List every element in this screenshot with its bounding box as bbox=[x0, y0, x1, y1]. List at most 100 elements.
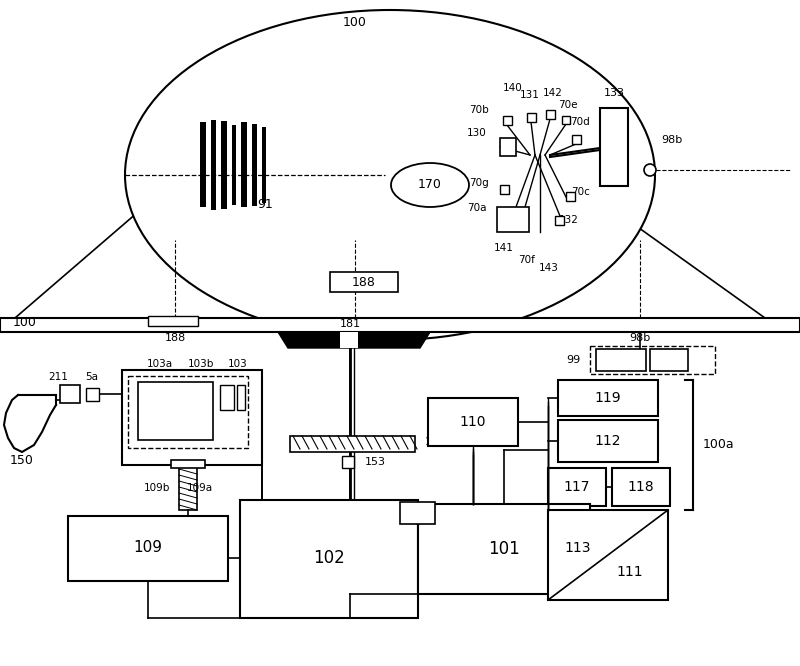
Text: 111: 111 bbox=[617, 565, 643, 579]
Bar bbox=[500, 138, 516, 156]
Text: 118: 118 bbox=[628, 480, 654, 494]
Text: 98b: 98b bbox=[662, 135, 682, 145]
Text: 188: 188 bbox=[352, 276, 376, 288]
Text: 112: 112 bbox=[594, 434, 622, 448]
Bar bbox=[428, 398, 518, 446]
Ellipse shape bbox=[391, 163, 469, 207]
Text: 119: 119 bbox=[594, 391, 622, 405]
Text: 152: 152 bbox=[425, 437, 446, 447]
Text: 70g: 70g bbox=[470, 178, 489, 188]
Text: 99: 99 bbox=[566, 355, 580, 365]
Bar bbox=[220, 385, 234, 410]
Bar bbox=[60, 385, 80, 403]
Text: 113: 113 bbox=[565, 541, 591, 555]
Bar bbox=[148, 316, 198, 326]
Text: 70b: 70b bbox=[470, 105, 489, 115]
Text: 109: 109 bbox=[134, 541, 162, 555]
Bar bbox=[503, 116, 512, 125]
Text: 5a: 5a bbox=[86, 372, 98, 382]
Text: 91: 91 bbox=[257, 198, 273, 212]
Text: 117: 117 bbox=[564, 480, 590, 494]
Circle shape bbox=[644, 164, 656, 176]
Text: 181: 181 bbox=[339, 319, 361, 329]
Text: 140: 140 bbox=[503, 83, 523, 93]
Bar bbox=[330, 272, 398, 292]
Bar bbox=[650, 349, 688, 371]
Bar bbox=[418, 504, 590, 594]
Bar bbox=[590, 346, 715, 374]
Text: 100: 100 bbox=[343, 15, 367, 29]
Bar bbox=[558, 420, 658, 462]
Text: 98b: 98b bbox=[630, 333, 650, 343]
Text: 133: 133 bbox=[603, 88, 625, 98]
Bar bbox=[232, 125, 236, 205]
Bar bbox=[252, 124, 257, 206]
Text: 46: 46 bbox=[662, 355, 676, 365]
Text: 109b: 109b bbox=[144, 483, 170, 493]
Text: 70f: 70f bbox=[518, 255, 535, 265]
Text: 132: 132 bbox=[559, 215, 579, 225]
Text: 70d: 70d bbox=[570, 117, 590, 127]
Text: 131: 131 bbox=[520, 90, 540, 100]
Bar bbox=[342, 456, 354, 468]
Text: 102: 102 bbox=[313, 549, 345, 567]
Bar bbox=[128, 376, 248, 448]
Ellipse shape bbox=[125, 10, 655, 340]
Bar bbox=[612, 468, 670, 506]
Text: 150: 150 bbox=[10, 454, 34, 466]
Bar bbox=[237, 385, 245, 410]
Bar bbox=[400, 502, 435, 524]
Text: 103: 103 bbox=[228, 359, 248, 369]
Bar bbox=[179, 465, 197, 510]
Text: 100: 100 bbox=[13, 316, 37, 330]
Bar bbox=[138, 382, 213, 440]
Text: 153: 153 bbox=[365, 457, 386, 467]
Bar bbox=[527, 113, 536, 122]
Bar bbox=[558, 380, 658, 416]
Text: 70e: 70e bbox=[558, 100, 578, 110]
Text: 170: 170 bbox=[418, 178, 442, 192]
Text: 142: 142 bbox=[543, 88, 563, 98]
Text: 100a: 100a bbox=[703, 438, 734, 452]
Text: 188: 188 bbox=[164, 333, 186, 343]
Text: 70a: 70a bbox=[467, 203, 487, 213]
Bar bbox=[86, 388, 99, 401]
Text: 143: 143 bbox=[539, 263, 559, 273]
Text: 103b: 103b bbox=[188, 359, 214, 369]
Bar bbox=[555, 216, 564, 225]
Bar bbox=[562, 116, 570, 124]
Text: 130: 130 bbox=[467, 128, 487, 138]
Bar bbox=[596, 349, 646, 371]
Bar bbox=[566, 192, 575, 201]
Bar bbox=[290, 436, 415, 452]
Bar bbox=[0, 318, 800, 332]
Text: 110: 110 bbox=[460, 415, 486, 429]
Bar bbox=[548, 510, 668, 600]
Bar bbox=[171, 460, 205, 468]
Text: 170: 170 bbox=[345, 333, 366, 343]
Bar bbox=[548, 468, 606, 506]
Polygon shape bbox=[278, 332, 430, 348]
Text: 103a: 103a bbox=[147, 359, 173, 369]
Bar bbox=[68, 516, 228, 581]
Bar bbox=[600, 108, 628, 186]
Bar bbox=[241, 122, 247, 207]
Bar bbox=[122, 370, 262, 465]
Bar bbox=[497, 207, 529, 232]
Text: 211: 211 bbox=[48, 372, 68, 382]
Bar bbox=[221, 121, 227, 209]
Bar bbox=[572, 135, 581, 144]
Text: 109a: 109a bbox=[187, 483, 213, 493]
Bar bbox=[211, 120, 216, 210]
Bar bbox=[200, 122, 206, 207]
Text: 99a: 99a bbox=[610, 355, 631, 365]
Bar bbox=[262, 127, 266, 203]
Text: 141: 141 bbox=[494, 243, 514, 253]
Bar bbox=[546, 110, 555, 119]
Text: 101: 101 bbox=[488, 540, 520, 558]
Text: 144: 144 bbox=[406, 508, 428, 518]
Bar bbox=[340, 332, 358, 348]
Bar bbox=[240, 500, 418, 618]
Text: 70c: 70c bbox=[571, 187, 590, 197]
Bar bbox=[500, 185, 509, 194]
